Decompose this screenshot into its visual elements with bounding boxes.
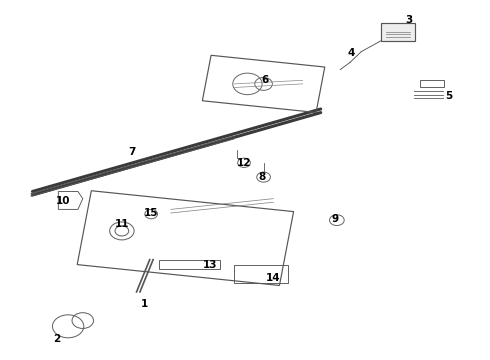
Text: 10: 10 (56, 196, 71, 206)
Text: 3: 3 (405, 15, 412, 26)
Text: 13: 13 (202, 260, 217, 270)
Text: 6: 6 (261, 75, 268, 85)
Text: 8: 8 (259, 172, 266, 182)
Text: 11: 11 (115, 219, 129, 229)
Text: 12: 12 (237, 158, 251, 168)
Text: 15: 15 (144, 208, 158, 218)
Text: 14: 14 (266, 273, 281, 283)
Text: 5: 5 (445, 91, 453, 101)
Text: 9: 9 (332, 214, 339, 224)
Text: 7: 7 (128, 147, 135, 157)
Text: 4: 4 (348, 48, 355, 58)
Text: 2: 2 (53, 333, 60, 343)
Text: 1: 1 (141, 299, 148, 309)
Polygon shape (381, 23, 415, 41)
